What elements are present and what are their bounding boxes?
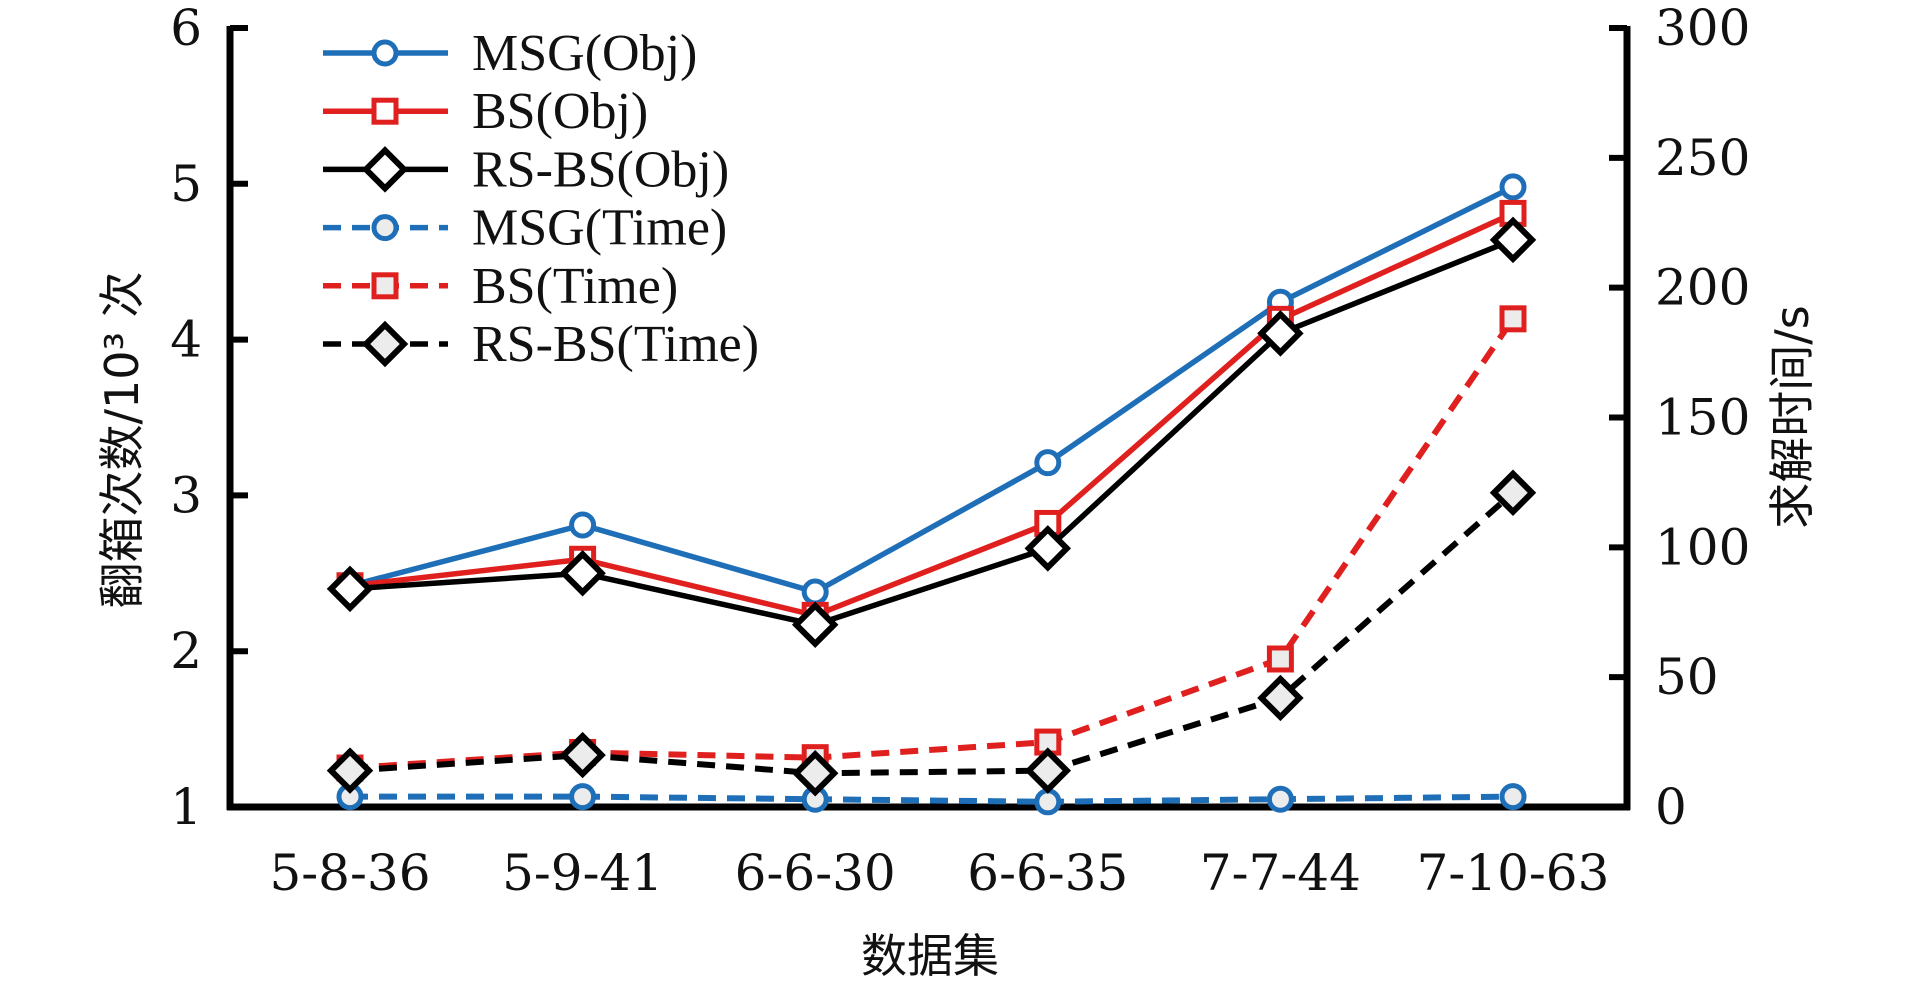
legend-item: RS-BS(Time): [323, 316, 759, 373]
legend-marker-icon: [361, 320, 409, 368]
data-point-marker: [1034, 449, 1062, 477]
x-axis-title: 数据集: [861, 929, 999, 983]
data-point-marker: [1024, 525, 1072, 572]
x-tick-label: 5-8-36: [269, 844, 430, 902]
data-point-marker: [1024, 747, 1072, 794]
y-tick-label-left: 1: [170, 778, 202, 836]
legend-marker-icon: [371, 214, 399, 242]
y-tick-label-right: 150: [1655, 389, 1750, 447]
legend-label: BS(Obj): [472, 83, 648, 140]
legend-item: MSG(Time): [323, 200, 727, 257]
series-line: [349, 210, 1515, 619]
legend-marker-icon: [371, 97, 399, 125]
data-point-marker: [1257, 310, 1304, 357]
y-tick-label-left: 6: [170, 0, 202, 57]
legend-item: RS-BS(Obj): [323, 141, 729, 198]
data-point-marker: [1489, 469, 1537, 517]
legend-item: BS(Obj): [323, 83, 648, 140]
data-point-marker: [791, 750, 839, 797]
legend-label: MSG(Obj): [472, 25, 697, 82]
x-tick-label: 5-9-41: [502, 844, 663, 902]
data-point-marker: [1499, 305, 1527, 333]
y-axis-title-left: 翻箱次数/10³ 次: [95, 271, 149, 608]
legend-label: BS(Time): [472, 258, 678, 315]
legend-marker-icon: [371, 272, 399, 300]
legend-label: RS-BS(Obj): [472, 141, 729, 198]
legend-item: MSG(Obj): [323, 25, 697, 82]
data-point-marker: [1266, 785, 1294, 813]
y-tick-label-left: 5: [170, 155, 202, 213]
data-point-marker: [1034, 788, 1062, 816]
series-rs-bsobj: [326, 216, 1537, 648]
y-tick-label-left: 4: [170, 311, 202, 369]
x-tick-label: 6-6-30: [735, 844, 896, 902]
data-point-marker: [559, 550, 606, 597]
y-axis-title-right: 求解时间/s: [1765, 305, 1819, 528]
y-tick-label-right: 100: [1655, 518, 1750, 576]
legend-marker-icon: [361, 146, 409, 193]
data-point-marker: [791, 601, 839, 648]
data-point-marker: [569, 511, 597, 539]
series-layer: [326, 173, 1537, 816]
series-line: [349, 184, 1515, 595]
data-point-marker: [1266, 645, 1294, 673]
y-tick-label-right: 250: [1655, 129, 1750, 187]
data-point-marker: [326, 565, 374, 613]
data-point-marker: [801, 578, 829, 606]
data-point-marker: [559, 731, 606, 779]
series-line: [349, 237, 1515, 628]
data-point-marker: [1499, 173, 1527, 201]
y-tick-label-right: 200: [1655, 259, 1750, 317]
legend: MSG(Obj)BS(Obj)RS-BS(Obj)MSG(Time)BS(Tim…: [323, 25, 759, 373]
data-point-marker: [1257, 674, 1304, 722]
data-point-marker: [326, 747, 374, 794]
legend-label: MSG(Time): [472, 200, 727, 257]
x-tick-label: 7-7-44: [1200, 844, 1361, 902]
data-point-marker: [1499, 783, 1527, 811]
y-tick-label-right: 0: [1655, 778, 1687, 836]
series-rs-bstime: [326, 469, 1537, 797]
legend-marker-icon: [371, 39, 399, 67]
x-tick-label: 7-10-63: [1417, 844, 1610, 902]
y-tick-label-left: 2: [170, 622, 202, 680]
series-msgtime: [336, 783, 1527, 816]
y-tick-label-left: 3: [170, 466, 202, 524]
data-point-marker: [569, 783, 597, 811]
series-line: [349, 490, 1515, 777]
series-line: [349, 317, 1516, 772]
legend-item: BS(Time): [323, 258, 678, 315]
y-tick-label-right: 300: [1655, 0, 1750, 57]
series-line: [350, 793, 1514, 805]
x-tick-label: 6-6-35: [967, 844, 1128, 902]
axes: 1 2 3 4 5 6 0 50 100 150 200 250 300 5-8-36 5-9-41 6-6-…: [170, 0, 1750, 902]
y-tick-label-right: 50: [1655, 648, 1719, 706]
legend-label: RS-BS(Time): [472, 316, 759, 373]
data-point-marker: [1489, 216, 1537, 264]
